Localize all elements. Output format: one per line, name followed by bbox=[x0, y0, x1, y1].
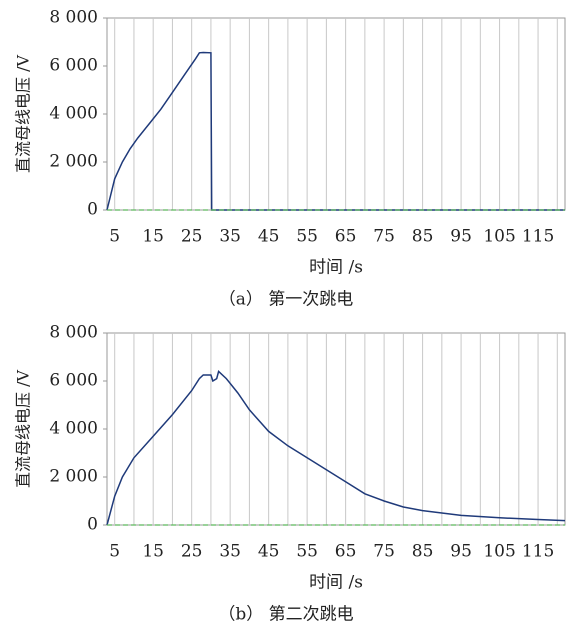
data-line bbox=[106, 369, 566, 526]
x-tick-label: 15 bbox=[142, 542, 164, 562]
x-tick-label: 55 bbox=[296, 227, 318, 247]
y-axis-label: 直流母线电压 /V bbox=[14, 370, 33, 488]
y-tick-label: 2 000 bbox=[49, 467, 98, 487]
x-tick-label: 65 bbox=[335, 227, 357, 247]
x-tick-label: 105 bbox=[483, 227, 515, 247]
x-tick-label: 15 bbox=[142, 227, 164, 247]
plot-area bbox=[106, 17, 566, 211]
x-tick-label: 75 bbox=[373, 227, 395, 247]
x-tick-label: 95 bbox=[450, 542, 472, 562]
y-tick-label: 8 000 bbox=[49, 8, 98, 28]
x-tick-label: 55 bbox=[296, 542, 318, 562]
x-tick-label: 85 bbox=[412, 227, 434, 247]
x-tick-label: 105 bbox=[483, 542, 515, 562]
y-tick-label: 4 000 bbox=[49, 419, 98, 439]
caption: （b） 第二次跳电 bbox=[218, 605, 353, 625]
caption: （a） 第一次跳电 bbox=[219, 290, 354, 310]
y-tick-label: 6 000 bbox=[49, 371, 98, 391]
y-tick-label: 4 000 bbox=[49, 104, 98, 124]
x-tick-label: 95 bbox=[450, 227, 472, 247]
x-axis-label: 时间 /s bbox=[309, 258, 363, 278]
x-tick-label: 5 bbox=[109, 542, 120, 562]
x-tick-label: 35 bbox=[219, 542, 241, 562]
x-tick-label: 85 bbox=[412, 542, 434, 562]
y-tick-label: 2 000 bbox=[49, 152, 98, 172]
y-tick-label: 6 000 bbox=[49, 56, 98, 76]
x-tick-label: 5 bbox=[109, 227, 120, 247]
data-line bbox=[106, 51, 565, 211]
x-tick-label: 25 bbox=[181, 542, 203, 562]
x-tick-label: 25 bbox=[181, 227, 203, 247]
x-tick-label: 75 bbox=[373, 542, 395, 562]
y-tick-label: 8 000 bbox=[49, 323, 98, 343]
x-tick-label: 45 bbox=[258, 227, 280, 247]
x-tick-label: 115 bbox=[522, 542, 554, 562]
x-tick-label: 45 bbox=[258, 542, 280, 562]
plot-area bbox=[106, 332, 566, 526]
y-tick-label: 0 bbox=[87, 200, 98, 220]
x-tick-label: 35 bbox=[219, 227, 241, 247]
x-axis-label: 时间 /s bbox=[309, 573, 363, 593]
y-axis-label: 直流母线电压 /V bbox=[14, 55, 33, 173]
x-tick-label: 115 bbox=[522, 227, 554, 247]
x-tick-label: 65 bbox=[335, 542, 357, 562]
y-tick-label: 0 bbox=[87, 515, 98, 535]
